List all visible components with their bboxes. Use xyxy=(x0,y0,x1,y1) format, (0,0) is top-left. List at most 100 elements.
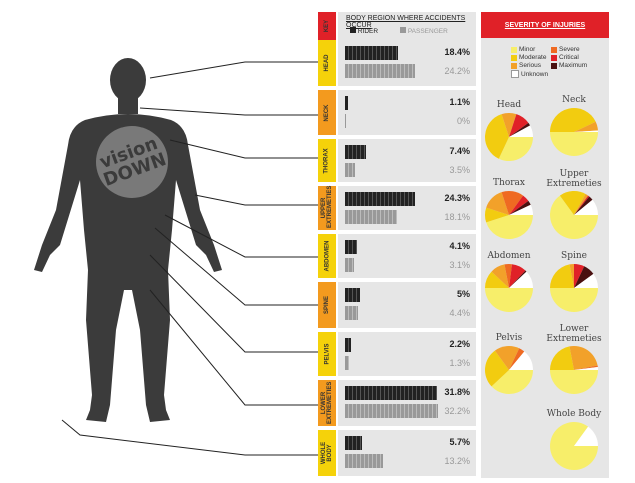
rider-bar xyxy=(345,145,367,159)
key-label: KEY xyxy=(318,12,336,40)
region-label-text: NECK xyxy=(324,104,330,122)
passenger-bar xyxy=(345,163,356,177)
pie-slice-moderate xyxy=(559,190,586,215)
legend-critical: Critical xyxy=(551,54,579,61)
pie-slice-serious xyxy=(574,193,589,215)
pie-label: Thorax xyxy=(493,178,525,188)
rider-value: 5.7% xyxy=(449,437,470,447)
region-label-text: LOWER EXTREMETIES xyxy=(321,381,333,424)
pie-slice-moderate xyxy=(485,207,509,223)
passenger-bar xyxy=(345,404,439,418)
pie-label: Abdomen xyxy=(487,251,531,261)
pie-charts xyxy=(485,107,598,470)
pie-slice-minor xyxy=(550,288,598,312)
passenger-value: 1.3% xyxy=(449,358,470,368)
pie-slice-serious xyxy=(501,113,517,137)
legend-minor-label: Minor xyxy=(519,46,536,53)
region-row: 7.4% 3.5% xyxy=(338,139,476,182)
pie-slice-critical xyxy=(574,195,590,215)
rider-bar xyxy=(345,192,416,206)
rider-value: 5% xyxy=(456,289,470,299)
passenger-value: 3.5% xyxy=(449,165,470,175)
pie-slice-minor xyxy=(550,370,598,394)
pie-slice-critical xyxy=(509,114,529,137)
pie-slice-severe xyxy=(509,348,525,370)
pie-slice-moderate xyxy=(550,107,596,132)
rider-value: 31.8% xyxy=(444,387,470,397)
pie-slice-moderate xyxy=(485,271,509,288)
legend-maximum-label: Maximum xyxy=(559,62,588,69)
legend-serious: Serious xyxy=(511,62,541,69)
region-row: 2.2% 1.3% xyxy=(338,332,476,376)
pie-label: Lower Extremeties xyxy=(546,324,602,344)
pie-slice-maximum xyxy=(509,200,531,215)
pie-slice-minor xyxy=(550,132,598,156)
legend-severe: Severe xyxy=(551,46,580,53)
region-label-text: PELVIS xyxy=(324,343,330,365)
pie-slice-minor xyxy=(550,195,598,240)
passenger-bar xyxy=(345,258,354,272)
pie-slice-maximum xyxy=(574,266,594,288)
pie-slice-unknown xyxy=(574,273,598,288)
rider-bar xyxy=(345,96,349,110)
legend-rider: RIDER xyxy=(350,27,378,35)
region-label: HEAD xyxy=(318,40,336,86)
region-label-text: SPINE xyxy=(324,295,331,315)
pie-slice-serious xyxy=(574,121,598,132)
region-row: 31.8% 32.2% xyxy=(338,380,476,426)
passenger-value: 0% xyxy=(456,116,470,126)
passenger-bar xyxy=(345,454,384,468)
pie-slice-maximum xyxy=(509,122,531,137)
logo-circle xyxy=(96,126,168,198)
pie-slice-serious xyxy=(569,264,574,288)
pie-slice-critical xyxy=(574,264,585,288)
region-row: 5.7% 13.2% xyxy=(338,430,476,476)
rider-bar xyxy=(345,338,352,352)
bar-chart-header: BODY REGION WHERE ACCIDENTS OCCUR RIDER … xyxy=(338,12,476,40)
pie-label: Whole Body xyxy=(546,409,602,419)
region-row: 5% 4.4% xyxy=(338,282,476,328)
region-label: THORAX xyxy=(318,139,336,182)
passenger-bar xyxy=(345,210,398,224)
legend-severe-label: Severe xyxy=(559,46,580,53)
region-label-text: WHOLE BODY xyxy=(321,441,333,465)
pie-slice-unknown xyxy=(509,351,533,370)
legend-minor: Minor xyxy=(511,46,535,53)
pie-slice-unknown xyxy=(574,366,598,370)
pie-label: Upper Extremeties xyxy=(546,169,602,189)
severity-panel: SEVERITY OF INJURIES Minor Moderate Seri… xyxy=(481,12,609,478)
region-label: SPINE xyxy=(318,282,336,328)
pie-slice-unknown xyxy=(574,426,598,446)
legend-moderate-label: Moderate xyxy=(519,54,547,61)
region-label-text: THORAX xyxy=(324,147,330,174)
pie-slice-severe xyxy=(574,365,598,370)
passenger-bar xyxy=(345,306,358,320)
region-row: 18.4% 24.2% xyxy=(338,40,476,86)
key-text: KEY xyxy=(324,19,330,33)
pie-label: Neck xyxy=(562,95,586,105)
pie-slice-serious xyxy=(491,264,509,288)
region-label: NECK xyxy=(318,90,336,135)
pie-slice-minor xyxy=(550,421,598,470)
passenger-value: 13.2% xyxy=(444,456,470,466)
pie-slice-moderate xyxy=(550,346,574,370)
legend-passenger-label: PASSENGER xyxy=(407,28,448,35)
legend-maximum: Maximum xyxy=(551,62,587,69)
rider-value: 24.3% xyxy=(444,193,470,203)
region-label: ABDOMEN xyxy=(318,234,336,278)
rider-value: 1.1% xyxy=(449,97,470,107)
severity-title: SEVERITY OF INJURIES xyxy=(481,12,609,38)
pie-slice-unknown xyxy=(509,125,533,137)
rider-value: 4.1% xyxy=(449,241,470,251)
pie-slice-minor xyxy=(486,215,533,240)
rider-bar xyxy=(345,46,399,60)
body-silhouette: vision DOWN xyxy=(34,58,318,456)
pie-label: Head xyxy=(496,100,522,110)
pie-label: Pelvis xyxy=(495,333,523,343)
passenger-value: 3.1% xyxy=(449,260,470,270)
rider-value: 7.4% xyxy=(449,146,470,156)
rider-bar xyxy=(345,240,357,254)
pie-slice-critical xyxy=(509,264,526,288)
pie-slice-severe xyxy=(501,190,524,215)
